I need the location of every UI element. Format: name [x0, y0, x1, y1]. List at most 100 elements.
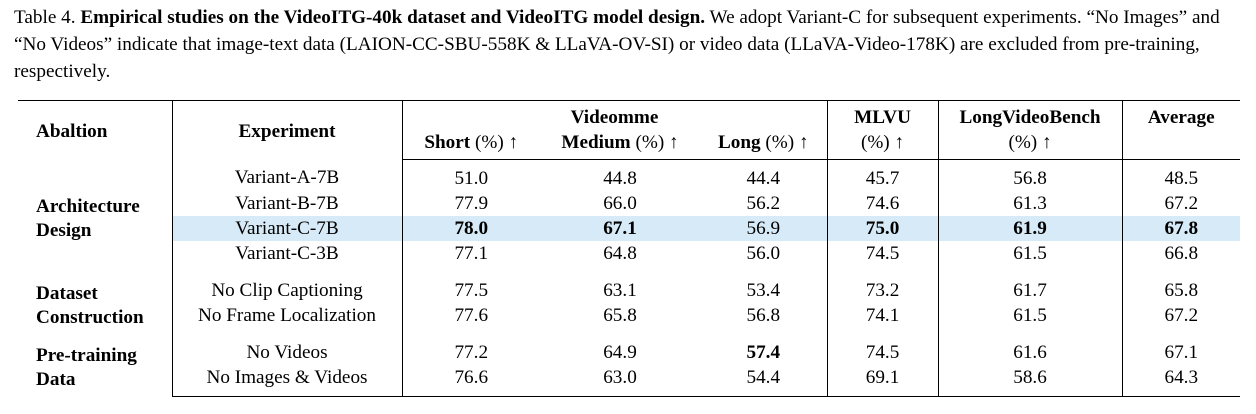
header-cell: Videomme — [402, 100, 828, 130]
table-row: No Images & Videos 76.6 63.0 54.4 69.1 58.6 64… — [18, 365, 1241, 397]
value-cell: 63.0 — [540, 365, 700, 397]
value-cell: 61.7 — [938, 272, 1123, 303]
value-cell: 44.8 — [603, 167, 637, 189]
value-cell: 66.8 — [1164, 242, 1199, 264]
value-cell: 63.1 — [603, 279, 637, 301]
value-cell: 61.5 — [938, 303, 1123, 334]
value-cell: 77.9 — [454, 192, 489, 214]
header-cell: LongVideoBench — [938, 100, 1123, 130]
caption-text: We adopt Variant-C for subsequent experi… — [14, 7, 1220, 82]
value-cell: 64.8 — [603, 242, 637, 264]
header-unit: (%) ↑ — [474, 131, 519, 153]
table-group: Dataset Construction No Clip Captioning 77.… — [18, 272, 1240, 334]
table-row: Dataset Construction No Clip Captioning 77.… — [18, 272, 1240, 334]
value-cell: 64.3 — [1122, 365, 1241, 397]
table-row: Variant-C-3B 77.1 64.8 56.0 74.5 61.5 66.8 — [18, 241, 1240, 272]
table-row: Variant-C-7B 78.0 67.1 56.9 75.0 61.9 67.8 — [18, 216, 1241, 241]
group-label-line: Architecture — [36, 195, 140, 217]
experiment-cell: Variant-C-3B — [172, 241, 403, 272]
experiment-cell: No Videos — [172, 334, 403, 365]
value-cell: 57.4 — [700, 334, 828, 365]
value-cell: 69.1 — [827, 365, 939, 397]
value-cell: 67.8 — [1122, 216, 1241, 241]
value-cell: 73.2 — [827, 272, 939, 303]
experiment-cell: No Frame Localization — [172, 303, 403, 334]
header-cell: Experiment — [172, 100, 403, 160]
header-cell: (%) ↑ — [938, 130, 1123, 160]
value-cell: 67.2 — [1164, 192, 1199, 214]
value-cell: 67.1 — [540, 216, 700, 241]
value-cell: 77.2 — [454, 341, 489, 363]
header-cell — [1122, 130, 1241, 160]
value-cell: 54.4 — [700, 365, 828, 397]
results-table: Abaltion Experiment Videomme MLVU LongVi… — [18, 100, 1241, 397]
value-cell: 77.5 — [454, 279, 489, 301]
experiment-cell: Variant-A-7B — [172, 159, 403, 191]
value-cell: 77.6 — [454, 304, 489, 326]
header-cell: (%) ↑ — [827, 130, 939, 160]
value-cell: 65.8 — [603, 304, 637, 326]
value-cell: 56.2 — [700, 191, 828, 216]
header-unit: (%) ↑ — [765, 131, 809, 153]
value-cell: 61.6 — [938, 334, 1123, 365]
value-cell: 61.9 — [938, 216, 1123, 241]
experiment-cell: No Clip Captioning — [172, 272, 403, 303]
value-cell: 45.7 — [827, 159, 939, 191]
header-name: Medium — [561, 131, 631, 153]
group-label: Architecture Design — [18, 159, 173, 272]
header-name: Short — [424, 131, 471, 153]
table-row: Pre-training Data No Videos 77.2 64.9 57.4 74.… — [18, 334, 1240, 397]
table-row: Variant-B-7B 77.9 66.0 56.2 74.6 61.3 67.2 — [18, 191, 1240, 216]
value-cell: 48.5 — [1164, 167, 1199, 189]
table-row: Architecture Design Variant-A-7B 51.0 44.8 44… — [18, 159, 1240, 272]
value-cell: 61.3 — [938, 191, 1123, 216]
experiment-cell: Variant-C-7B — [172, 216, 403, 241]
value-cell: 44.4 — [700, 159, 828, 191]
value-cell: 56.0 — [700, 241, 828, 272]
value-cell: 56.8 — [700, 303, 828, 334]
table-header: Abaltion Experiment Videomme MLVU LongVi… — [18, 100, 1241, 160]
group-label-line: Pre-training — [36, 345, 137, 367]
header-cell: Medium (%) ↑ — [540, 130, 700, 160]
table-group: Pre-training Data No Videos 77.2 64.9 57.4 74.… — [18, 334, 1241, 397]
value-cell: 66.0 — [603, 192, 637, 214]
group-label-line: Design — [36, 219, 92, 241]
header-name: Long — [717, 131, 761, 153]
group-label-line: Data — [36, 369, 76, 391]
value-cell: 74.1 — [827, 303, 939, 334]
value-cell: 61.5 — [938, 241, 1123, 272]
header-cell: Average — [1122, 100, 1241, 130]
value-cell: 78.0 — [402, 216, 540, 241]
table-group: Architecture Design Variant-A-7B 51.0 44.8 44… — [18, 159, 1241, 272]
value-cell: 74.5 — [827, 241, 939, 272]
group-label: Dataset Construction — [18, 272, 173, 334]
caption-title: Empirical studies on the VideoITG-40k da… — [80, 7, 706, 28]
table-row: No Frame Localization 77.6 65.8 56.8 74.1 61.… — [18, 303, 1240, 334]
caption: Table 4. Empirical studies on the VideoI… — [14, 4, 1250, 85]
caption-label: Table 4. — [14, 7, 76, 28]
value-cell: 64.9 — [603, 341, 637, 363]
value-cell: 56.9 — [700, 216, 828, 241]
header-cell: Long (%) ↑ — [700, 130, 828, 160]
value-cell: 65.8 — [1164, 279, 1199, 301]
group-label-line: Dataset — [36, 283, 98, 304]
experiment-cell: Variant-B-7B — [172, 191, 403, 216]
value-cell: 76.6 — [402, 365, 540, 397]
header-unit: (%) ↑ — [635, 131, 679, 153]
header-cell: Short (%) ↑ — [402, 130, 540, 160]
value-cell: 74.6 — [827, 191, 939, 216]
experiment-cell: No Images & Videos — [172, 365, 403, 397]
value-cell: 74.5 — [827, 334, 939, 365]
header-cell: Abaltion — [18, 100, 173, 160]
value-cell: 75.0 — [827, 216, 939, 241]
header-cell: MLVU — [827, 100, 939, 130]
value-cell: 53.4 — [700, 272, 828, 303]
group-label-line: Construction — [36, 307, 144, 328]
value-cell: 58.6 — [938, 365, 1123, 397]
value-cell: 67.1 — [1164, 341, 1199, 363]
value-cell: 51.0 — [454, 167, 489, 189]
value-cell: 67.2 — [1164, 304, 1199, 326]
value-cell: 77.1 — [454, 242, 489, 264]
value-cell: 56.8 — [938, 159, 1123, 191]
